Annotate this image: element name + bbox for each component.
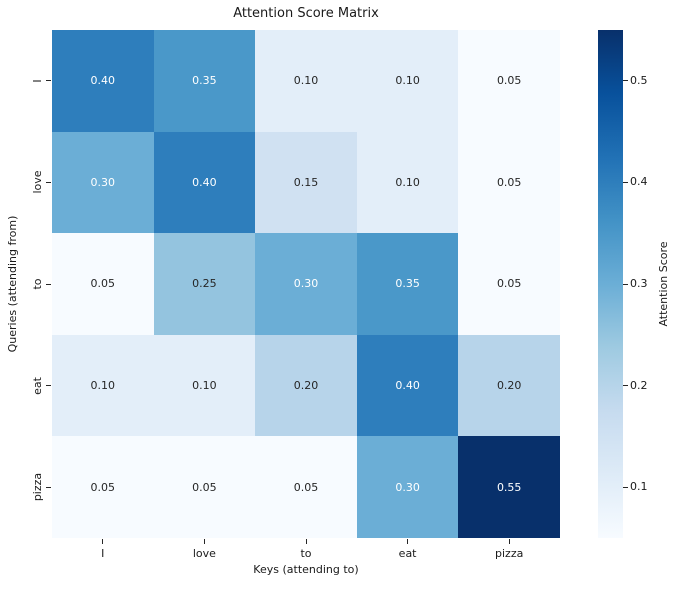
- colorbar: [598, 30, 623, 538]
- x-tick-mark: [203, 539, 205, 544]
- cell-annotation: 0.35: [192, 74, 217, 88]
- x-tick-label: eat: [398, 547, 417, 560]
- cell-annotation: 0.20: [293, 379, 319, 393]
- x-tick-mark: [508, 539, 510, 544]
- colorbar-tick-label: 0.2: [630, 378, 648, 392]
- heatmap-cell: 0.35: [356, 233, 459, 335]
- cell-annotation: 0.05: [496, 74, 522, 88]
- colorbar-tick-mark: [623, 80, 628, 82]
- x-tick-mark: [305, 539, 307, 544]
- cell-annotation: 0.40: [192, 175, 217, 189]
- heatmap-cell: 0.30: [52, 131, 154, 234]
- cell-annotation: 0.30: [90, 175, 116, 189]
- colorbar-tick-label: 0.5: [630, 73, 648, 87]
- y-tick-label: eat: [31, 376, 44, 395]
- cell-annotation: 0.10: [192, 379, 217, 393]
- cell-annotation: 0.20: [496, 379, 522, 393]
- colorbar-tick-label: 0.3: [630, 277, 648, 290]
- heatmap-cell: 0.05: [458, 30, 560, 132]
- y-tick-label: pizza: [31, 473, 44, 502]
- cell-annotation: 0.30: [395, 480, 420, 494]
- heatmap-cell: 0.05: [52, 436, 154, 538]
- cell-annotation: 0.05: [90, 480, 116, 494]
- colorbar-tick-label: 0.4: [630, 175, 648, 189]
- heatmap-cell: 0.05: [52, 233, 154, 335]
- heatmap-cell: 0.10: [255, 30, 357, 132]
- heatmap-cell: 0.05: [458, 131, 560, 234]
- colorbar-tick-mark: [623, 486, 628, 488]
- y-tick-mark: [46, 80, 51, 82]
- y-tick-mark: [46, 283, 51, 285]
- heatmap-cell: 0.40: [52, 30, 154, 132]
- heatmap-cell: 0.15: [255, 131, 357, 234]
- heatmap-cell: 0.30: [356, 436, 459, 538]
- cell-annotation: 0.35: [395, 277, 420, 291]
- heatmap-cell: 0.25: [153, 233, 256, 335]
- cell-annotation: 0.10: [90, 379, 116, 393]
- x-tick-label: pizza: [495, 547, 524, 560]
- y-tick-label: I: [31, 79, 44, 83]
- x-axis-label: Keys (attending to): [253, 563, 359, 576]
- x-tick-label: to: [300, 547, 312, 560]
- heatmap-cell: 0.10: [356, 131, 459, 234]
- heatmap-cell: 0.35: [153, 30, 256, 132]
- cell-annotation: 0.10: [395, 74, 420, 88]
- heatmap-cell: 0.40: [153, 131, 256, 234]
- heatmap-cell: 0.10: [356, 30, 459, 132]
- colorbar-tick-label: 0.1: [630, 480, 648, 494]
- heatmap-cell: 0.55: [458, 436, 560, 538]
- x-tick-mark: [407, 539, 409, 544]
- y-tick-mark: [46, 486, 51, 488]
- x-tick-label: love: [192, 547, 216, 560]
- cell-annotation: 0.40: [90, 74, 116, 88]
- chart-title: Attention Score Matrix: [233, 6, 379, 21]
- cell-annotation: 0.15: [293, 175, 319, 189]
- colorbar-tick-mark: [623, 283, 628, 285]
- heatmap-cell: 0.05: [153, 436, 256, 538]
- heatmap-cell: 0.30: [255, 233, 357, 335]
- heatmap-cell: 0.05: [458, 233, 560, 335]
- colorbar-tick-mark: [623, 181, 628, 183]
- y-tick-mark: [46, 181, 51, 183]
- heatmap-cell: 0.10: [153, 334, 256, 437]
- colorbar-tick-mark: [623, 385, 628, 387]
- cell-annotation: 0.30: [293, 277, 319, 291]
- heatmap-cell: 0.20: [458, 334, 560, 437]
- cell-annotation: 0.10: [395, 175, 420, 189]
- cell-annotation: 0.05: [496, 277, 522, 291]
- cell-annotation: 0.25: [192, 277, 217, 291]
- cell-annotation: 0.05: [293, 480, 319, 494]
- heatmap-cell: 0.10: [52, 334, 154, 437]
- cell-annotation: 0.05: [90, 277, 116, 291]
- cell-annotation: 0.05: [496, 175, 522, 189]
- heatmap-cell: 0.20: [255, 334, 357, 437]
- heatmap-cell: 0.05: [255, 436, 357, 538]
- y-tick-label: to: [31, 278, 44, 290]
- cell-annotation: 0.55: [496, 480, 522, 494]
- y-tick-mark: [46, 385, 51, 387]
- cell-annotation: 0.40: [395, 379, 420, 393]
- heatmap-grid: 0.40 0.35 0.10 0.10 0.05 0.30 0.40 0.15 0.10 0.05…: [52, 30, 560, 538]
- y-tick-label: love: [31, 170, 44, 194]
- x-tick-label: I: [101, 547, 105, 560]
- y-axis-label: Queries (attending from): [6, 215, 19, 353]
- cell-annotation: 0.10: [293, 74, 319, 88]
- heatmap-cell: 0.40: [356, 334, 459, 437]
- x-tick-mark: [102, 539, 104, 544]
- cell-annotation: 0.05: [192, 480, 217, 494]
